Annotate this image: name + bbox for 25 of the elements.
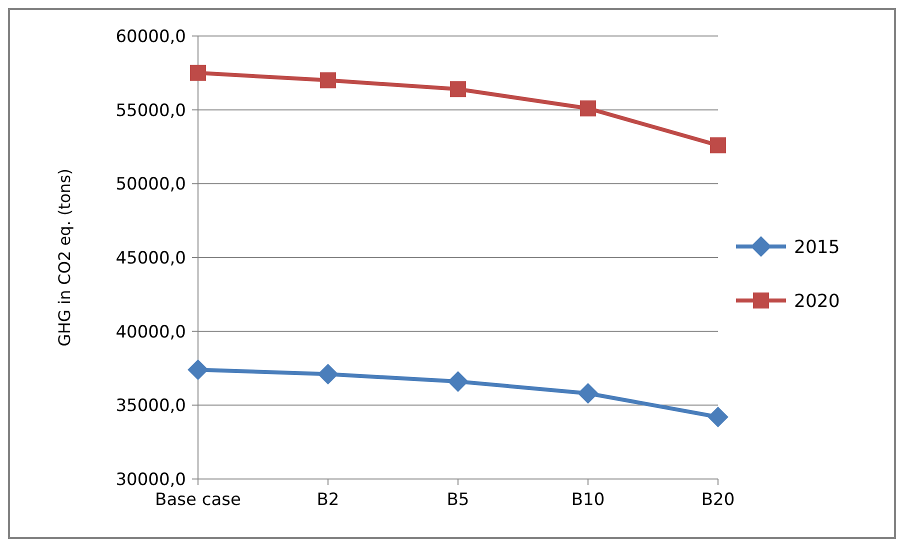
- y-tick-label: 35000,0: [116, 396, 186, 416]
- y-axis-title: GHG in CO2 eq. (tons): [55, 168, 74, 346]
- point: [188, 359, 208, 380]
- y-tick-label: 45000,0: [116, 248, 186, 268]
- point: [580, 100, 596, 116]
- x-tick-label: B20: [701, 490, 735, 510]
- legend-label: 2015: [794, 236, 840, 258]
- y-tick-label: 50000,0: [116, 174, 186, 195]
- y-tick-label: 40000,0: [116, 322, 186, 342]
- y-tick-label: 30000,0: [116, 470, 186, 490]
- point: [578, 382, 598, 404]
- point: [190, 64, 206, 81]
- y-tick-label: 60000,0: [116, 26, 186, 47]
- point: [708, 406, 728, 428]
- point: [710, 137, 726, 154]
- point: [318, 364, 338, 385]
- x-tick-label: Base case: [155, 490, 241, 510]
- point: [448, 371, 468, 392]
- x-tick-label: B10: [571, 490, 605, 510]
- x-tick-label: B2: [316, 490, 340, 510]
- point: [320, 72, 336, 88]
- y-tick-label: 55000,0: [116, 100, 186, 121]
- point: [450, 81, 466, 98]
- legend-label: 2020: [794, 290, 840, 312]
- x-tick-label: B5: [446, 490, 470, 510]
